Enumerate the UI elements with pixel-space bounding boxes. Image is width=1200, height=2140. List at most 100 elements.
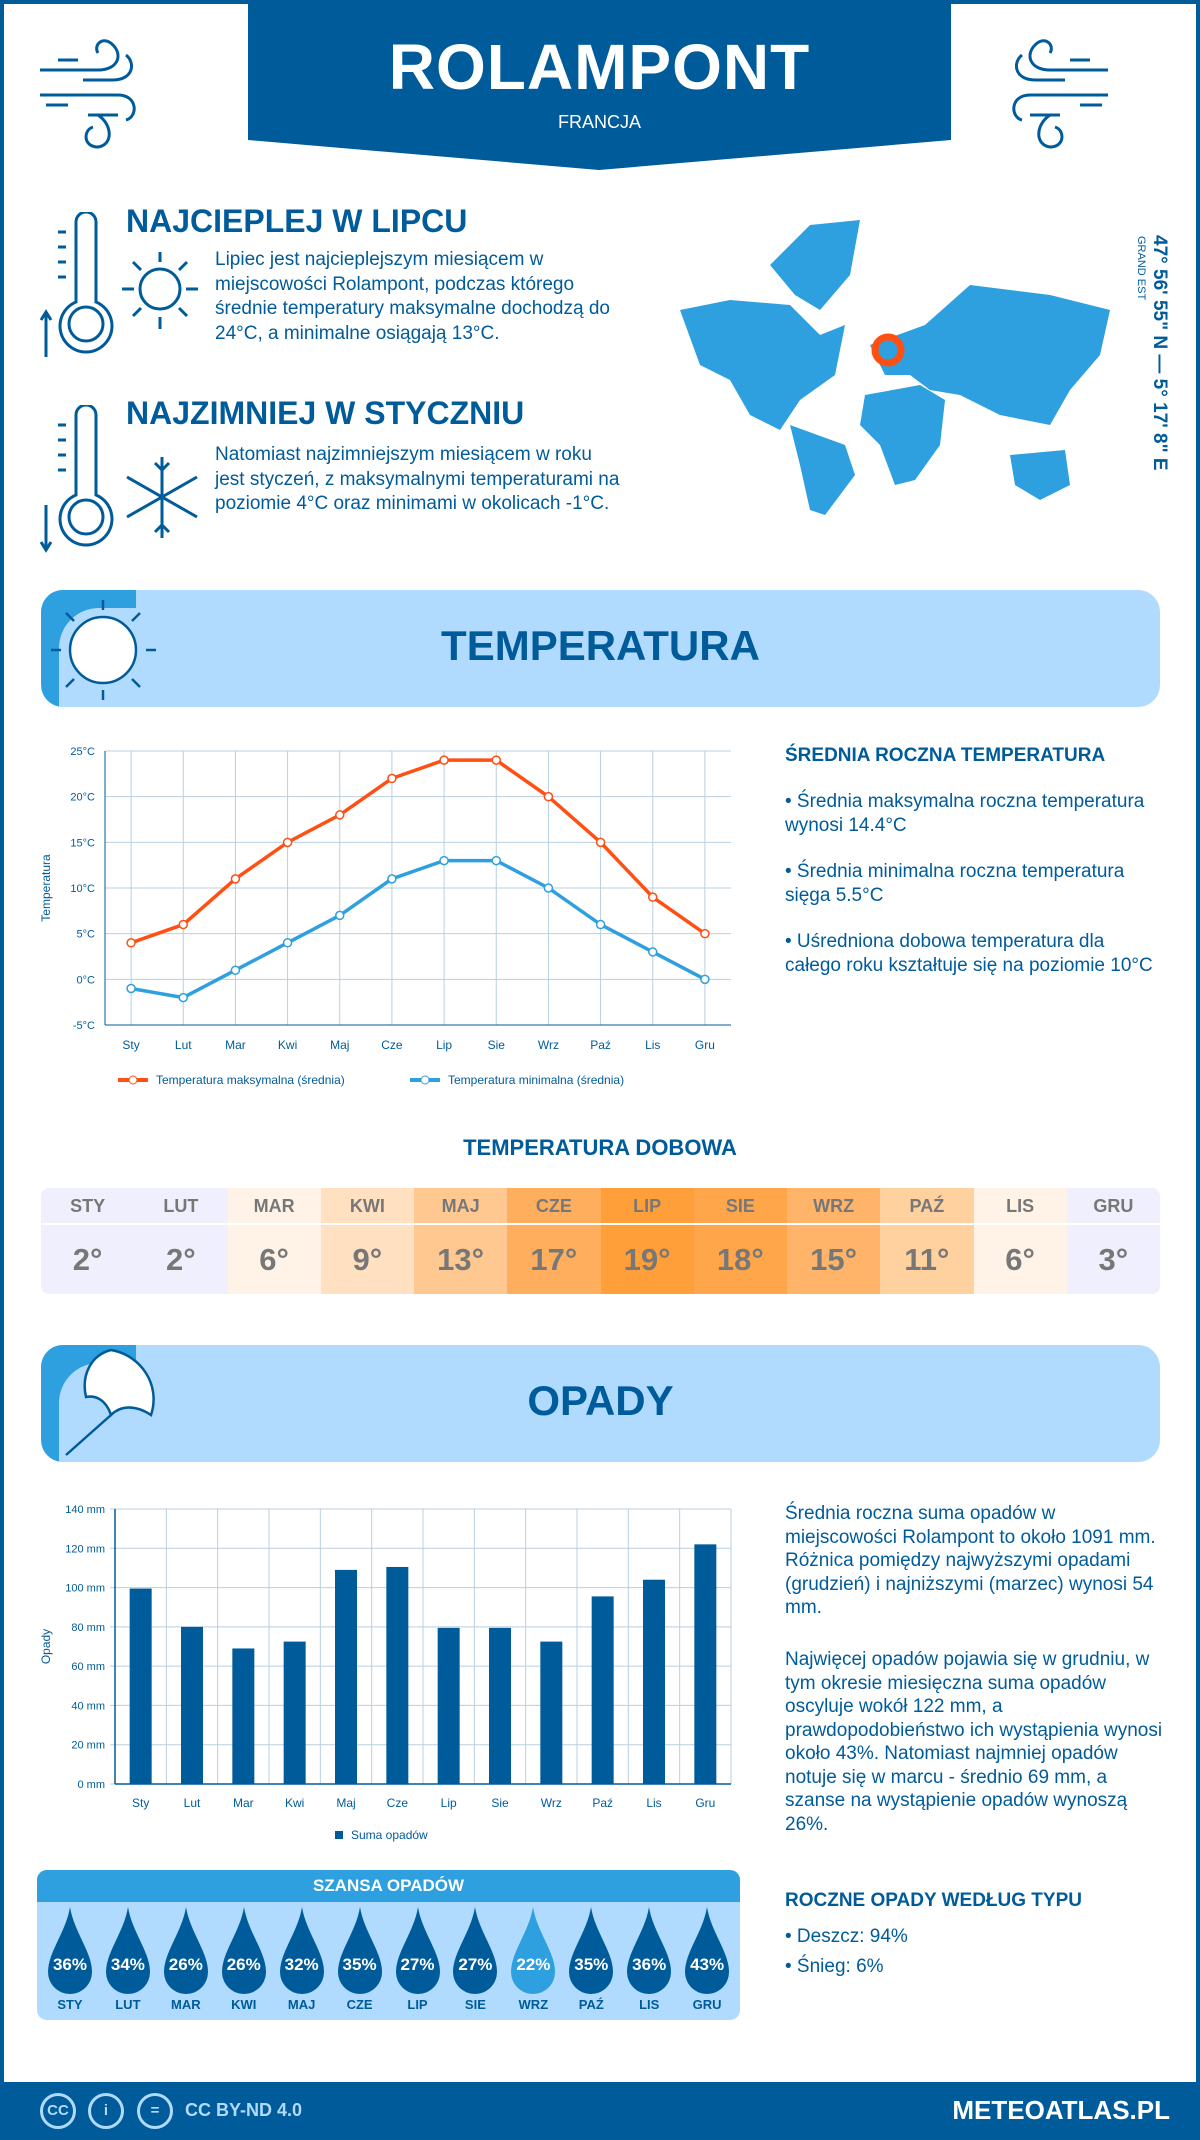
precip-chance-value: 27% [458,1955,493,1974]
precip-chance-value: 43% [690,1955,725,1974]
y-tick-label: 5°C [77,929,96,941]
raindrop-icon [48,1907,92,1994]
raindrop-icon [221,1907,266,1994]
data-point [282,837,293,848]
x-tick-label: Kwi [278,1038,297,1052]
data-point [543,883,554,893]
precip-chance-month: PAŹ [578,1997,604,2012]
precip-chance-month: LIP [407,1997,428,2012]
data-point [387,874,397,884]
bar [232,1648,255,1784]
precip-chance-month: CZE [346,1997,373,2012]
thermometer-up-icon [39,212,114,357]
daily-temp-month: PAŹ [880,1188,974,1225]
x-tick-label: Maj [336,1796,355,1810]
sun-icon [51,600,156,700]
precip-chance-month: GRU [692,1997,722,2012]
data-point [543,791,554,802]
precip-chance-month: LUT [115,1997,141,2012]
raindrop-icon [395,1907,440,1994]
daily-temp-value: 2° [72,1241,103,1277]
y-tick-label: 60 mm [71,1661,105,1673]
x-tick-label: Sie [491,1796,509,1810]
coldest-title: NAJZIMNIEJ W STYCZNIU [126,395,525,431]
data-point [126,983,136,994]
bar [437,1627,460,1784]
data-point [178,992,188,1003]
precip-chance-drop: 36% LIS [620,1907,678,2017]
attribution-icon: i [88,2093,124,2129]
precip-chance-value: 35% [574,1955,609,1974]
data-point [648,947,658,957]
daily-temp-value: 13° [437,1241,485,1277]
daily-temp-title: TEMPERATURA DOBOWA [463,1135,737,1160]
data-point [700,974,710,985]
x-tick-label: Lip [441,1796,457,1810]
daily-temp-month: LUT [134,1188,228,1225]
precip-text-2: Najwięcej opadów pojawia się w grudniu, … [785,1649,1163,1835]
data-point [335,910,345,921]
precip-chance-month: SIE [464,1997,486,2012]
precip-chance-value: 26% [168,1955,203,1974]
daily-temp-cell: LUT 2° [134,1188,228,1294]
warmest-title: NAJCIEPLEJ W LIPCU [126,203,468,239]
legend-swatch [335,1831,343,1839]
brand-link[interactable]: METEOATLAS.PL [952,2095,1170,2125]
x-tick-label: Lis [645,1038,660,1052]
daily-temp-month: WRZ [787,1188,881,1225]
daily-temp-month: STY [41,1188,135,1225]
temp-bullet-3: • Uśredniona dobowa temperatura dla całe… [785,931,1153,976]
daily-temp-month: GRU [1066,1188,1160,1225]
location-marker [871,333,905,367]
data-point [335,810,345,820]
data-point [595,919,606,930]
y-tick-label: 25°C [70,746,95,758]
y-tick-label: 100 mm [65,1583,105,1595]
warmest-text: Lipiec jest najcieplejszym miesiącem w m… [215,249,610,344]
precip-chance-drop: 34% LUT [99,1907,157,2017]
y-tick-label: 40 mm [71,1700,105,1712]
x-tick-label: Mar [225,1038,246,1052]
x-tick-label: Lut [175,1038,192,1052]
daily-temp-cell: SIE 18° [693,1188,787,1294]
y-tick-label: 10°C [70,883,95,895]
data-point [491,755,501,765]
precip-chance-drop: 22% WRZ [504,1907,562,2017]
daily-temp-cell: KWI 9° [320,1188,414,1294]
raindrop-icon [105,1907,150,1994]
precipitation-title: OPADY [527,1377,674,1424]
daily-temp-cell: LIP 19° [600,1188,694,1294]
y-tick-label: -5°C [73,1020,95,1032]
daily-temp-month: LIP [600,1188,694,1225]
daily-temp-value: 6° [259,1241,289,1277]
temperature-chart: -5°C 0°C 5°C 10°C 15°C 20°C 25°C Sty Lut Mar Kwi Ma… [39,746,731,1087]
x-tick-label: Paź [592,1796,613,1810]
daily-temp-month: MAR [227,1188,321,1225]
data-point [595,837,606,848]
x-tick-label: Wrz [541,1796,562,1810]
precipitation-chart: 0 mm 20 mm 40 mm 60 mm 80 mm 100 mm 120 mm 140 … [39,1504,732,1842]
y-tick-label: 80 mm [71,1622,105,1634]
daily-temp-cell: CZE 17° [507,1188,601,1294]
daily-temp-cell: GRU 3° [1066,1188,1160,1294]
temperature-banner: TEMPERATURA [41,590,1160,707]
daily-temp-cell: PAŹ 11° [880,1188,974,1294]
daily-temp-value: 19° [623,1241,671,1277]
raindrop-icon [163,1907,208,1994]
bar [386,1566,409,1784]
bar [643,1579,665,1784]
daily-temp-cell: STY 2° [41,1188,135,1294]
raindrop-icon [685,1907,730,1994]
data-point [648,892,658,902]
daily-temp-cell: MAJ 13° [414,1188,508,1294]
data-point [230,965,241,975]
precip-chance-month: MAJ [287,1997,316,2012]
daily-temp-value: 3° [1098,1241,1129,1277]
y-tick-label: 20°C [70,792,95,804]
precip-chance-month: MAR [171,1997,201,2012]
bar [283,1641,306,1784]
data-point [230,874,241,884]
precip-chance-drop: 35% CZE [331,1907,389,2017]
x-tick-label: Gru [695,1796,715,1810]
raindrop-icon [279,1907,324,1994]
